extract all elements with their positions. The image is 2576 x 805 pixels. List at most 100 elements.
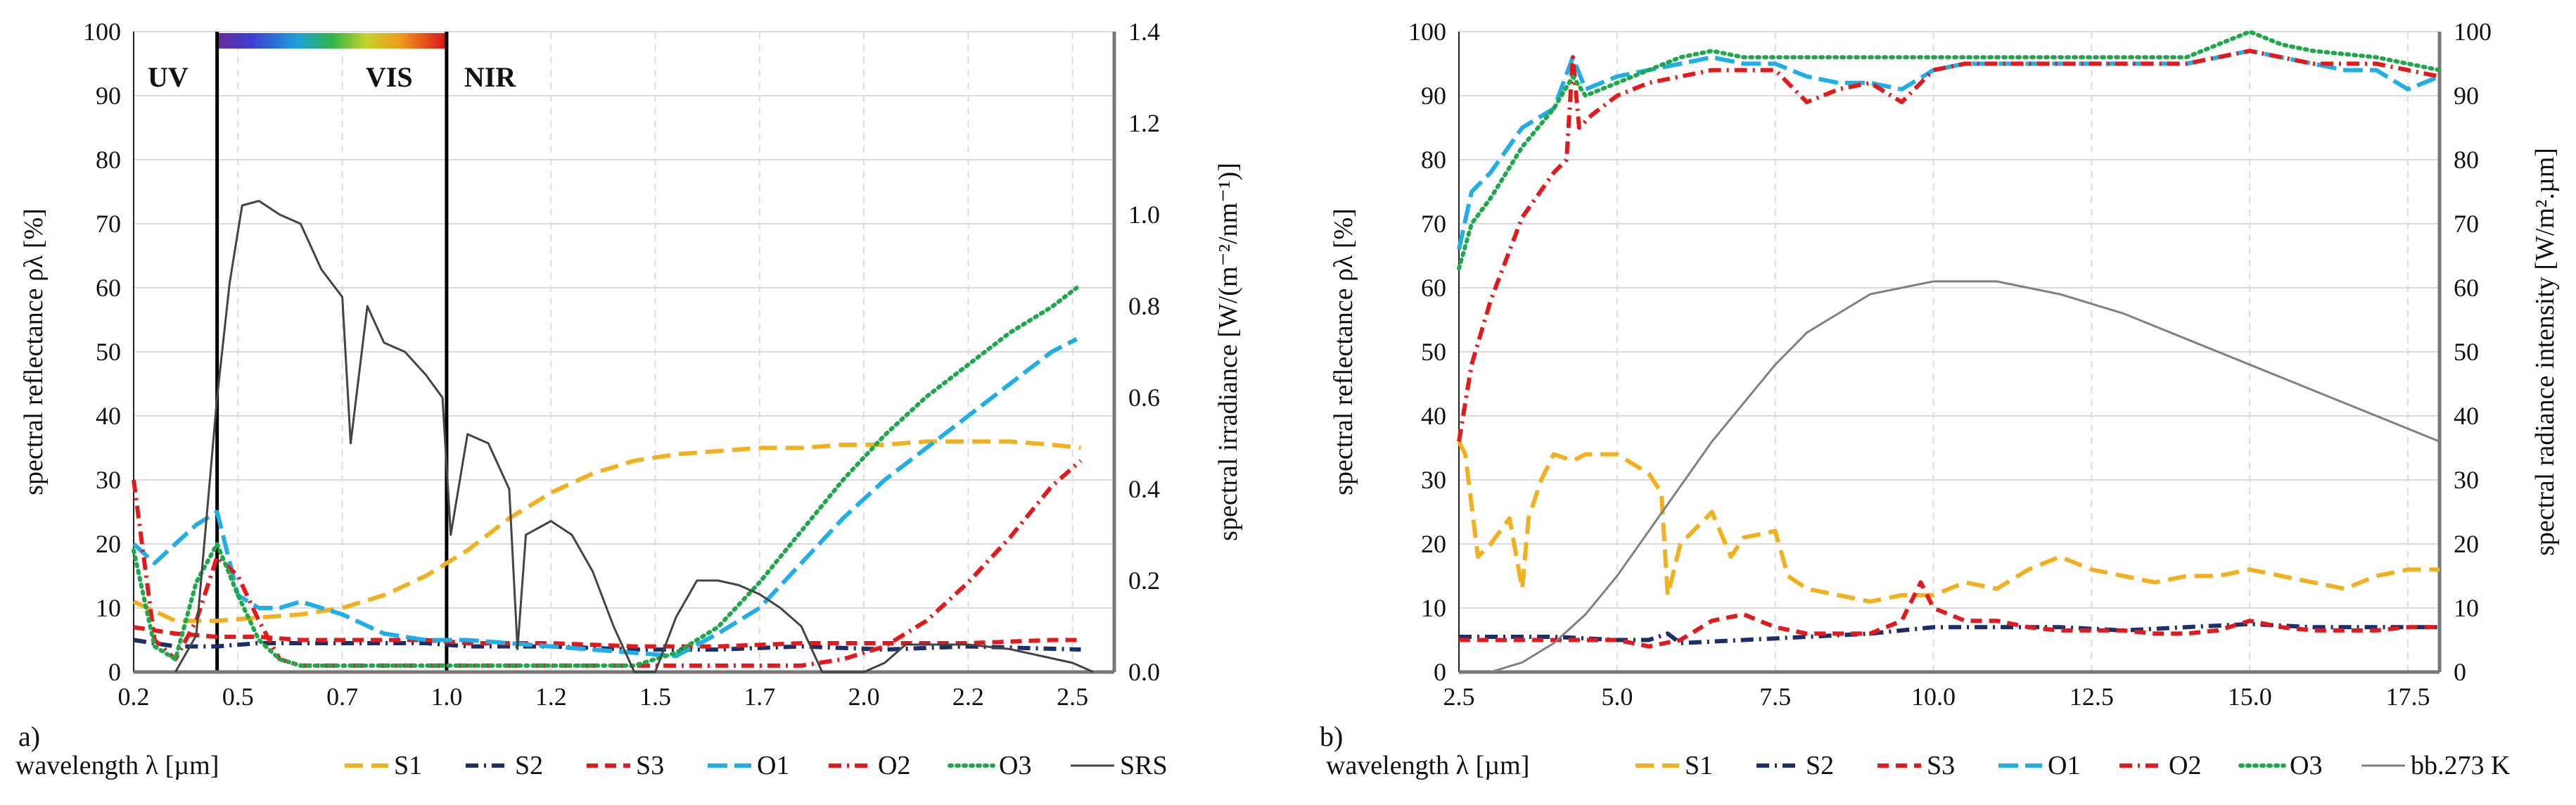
y-tick-label: 100 [1408,18,1446,46]
y2-tick-label: 80 [2454,146,2479,174]
series-line-o1 [132,337,1078,659]
y-tick-label: 0 [108,658,121,686]
y2-tick-label: 0.4 [1128,475,1160,503]
legend-item-s2: S2 [466,751,543,780]
x-tick-label: 1.7 [744,683,775,711]
y2-tick-label: 0 [2454,658,2466,686]
y-axis-label: spectral reflectance ρλ [%] [19,208,49,495]
legend-label: O3 [2290,751,2322,780]
y-tick-label: 60 [96,274,121,302]
x-tick-label: 7.5 [1759,683,1791,711]
series-line-bb-273-k [1490,280,2440,673]
series-line-srs [174,200,1094,673]
y2-tick-label: 0.8 [1128,292,1160,320]
legend-item-s1: S1 [1635,751,1713,780]
legend-label: O2 [878,751,910,780]
x-tick-label: 2.5 [1443,683,1475,711]
y-tick-label: 70 [1421,210,1446,238]
legend-label: S2 [1806,751,1834,780]
x-tick-label: 2.2 [952,683,984,711]
y-tick-label: 40 [1421,402,1446,430]
legend-label: SRS [1120,751,1168,780]
region-label-nir: NIR [464,61,516,93]
x-tick-label: 0.5 [222,683,254,711]
y2-tick-label: 0.6 [1128,384,1160,412]
visible-spectrum-bar [217,33,447,49]
y-tick-label: 10 [96,594,121,622]
chart-panel-b: 0 10 20 30 40 50 60 70 80 90 100 0 10 20 30 40 50 60 70 80 9… [1320,18,2560,780]
x-tick-label: 12.5 [2070,683,2114,711]
region-label-uv: UV [148,61,189,93]
y-tick-label: 30 [96,466,121,494]
y-tick-label: 80 [96,146,121,174]
y-tick-label: 70 [96,210,121,238]
y-tick-label: 50 [96,338,121,366]
y2-tick-label: 30 [2454,466,2479,494]
chart-panel-a: UV VIS NIR 0 10 20 30 40 50 60 70 80 90 100 0.0 0.2 0.4 0… [15,18,1243,780]
x-tick-label: 5.0 [1601,683,1633,711]
x-tick-label: 15.0 [2228,683,2272,711]
y2-axis-label: spectral radiance intensity [W/m².µm] [2530,148,2560,556]
y2-tick-label: 1.2 [1128,109,1160,137]
legend-item-bb-273-k: bb.273 K [2361,751,2511,780]
y-tick-label: 90 [96,82,121,110]
legend-label: S2 [515,751,543,780]
y2-tick-label: 10 [2454,594,2479,622]
legend-item-o3: O3 [948,751,1031,780]
series-line-o2 [132,459,1083,668]
y2-tick-label: 1.0 [1128,201,1160,229]
x-tick-label: 0.2 [118,683,150,711]
series-line-o2 [1457,49,2440,442]
y2-tick-label: 90 [2454,82,2479,110]
legend-item-s2: S2 [1756,751,1834,780]
y-tick-label: 10 [1421,594,1446,622]
y-tick-label: 20 [1421,530,1446,558]
legend-label: S1 [1685,751,1713,780]
y-tick-label: 20 [96,530,121,558]
series-line-s1 [132,439,1081,623]
x-tick-label: 2.0 [848,683,880,711]
legend-item-o2: O2 [829,751,910,780]
x-tick-label: 10.0 [1911,683,1956,711]
legend-label: S3 [636,751,664,780]
series-line-o3 [132,286,1079,668]
y2-tick-label: 40 [2454,402,2479,430]
y-tick-label: 90 [1421,82,1446,110]
y2-tick-label: 20 [2454,530,2479,558]
panel-label: b) [1320,721,1343,752]
x-axis-label: wavelength λ [µm] [15,751,219,780]
x-tick-label: 1.0 [431,683,462,711]
y2-tick-label: 100 [2454,18,2492,46]
y-tick-label: 50 [1421,338,1446,366]
legend-item-s1: S1 [345,751,422,780]
legend-label: S1 [394,751,422,780]
y2-tick-label: 0.2 [1128,566,1160,595]
y-tick-label: 0 [1434,658,1446,686]
series-line-s3 [1459,580,2440,649]
legend-label: O1 [757,751,789,780]
legend-label: O1 [2048,751,2080,780]
legend-label: O2 [2169,751,2201,780]
legend-item-o3: O3 [2238,751,2322,780]
series-line-s1 [1457,440,2440,604]
y-tick-label: 80 [1421,146,1446,174]
legend-item-o2: O2 [2119,751,2201,780]
y2-tick-label: 50 [2454,338,2479,366]
legend-label: O3 [999,751,1031,780]
y2-tick-label: 0.0 [1128,658,1160,686]
y-tick-label: 30 [1421,466,1446,494]
series-line-s2 [1459,621,2440,645]
y2-tick-label: 60 [2454,274,2479,302]
x-tick-label: 1.5 [639,683,671,711]
y2-axis-label: spectral irradiance [W/(m⁻²/nm⁻¹)] [1213,163,1243,541]
series-line-s2 [133,638,1081,652]
panel-label: a) [18,721,40,752]
y2-tick-label: 1.4 [1128,18,1160,46]
legend-label: S3 [1927,751,1955,780]
x-tick-label: 2.5 [1057,683,1088,711]
x-axis-label: wavelength λ [µm] [1326,751,1529,780]
y-tick-label: 60 [1421,274,1446,302]
legend-item-srs: SRS [1071,751,1168,780]
x-tick-label: 17.5 [2386,683,2430,711]
